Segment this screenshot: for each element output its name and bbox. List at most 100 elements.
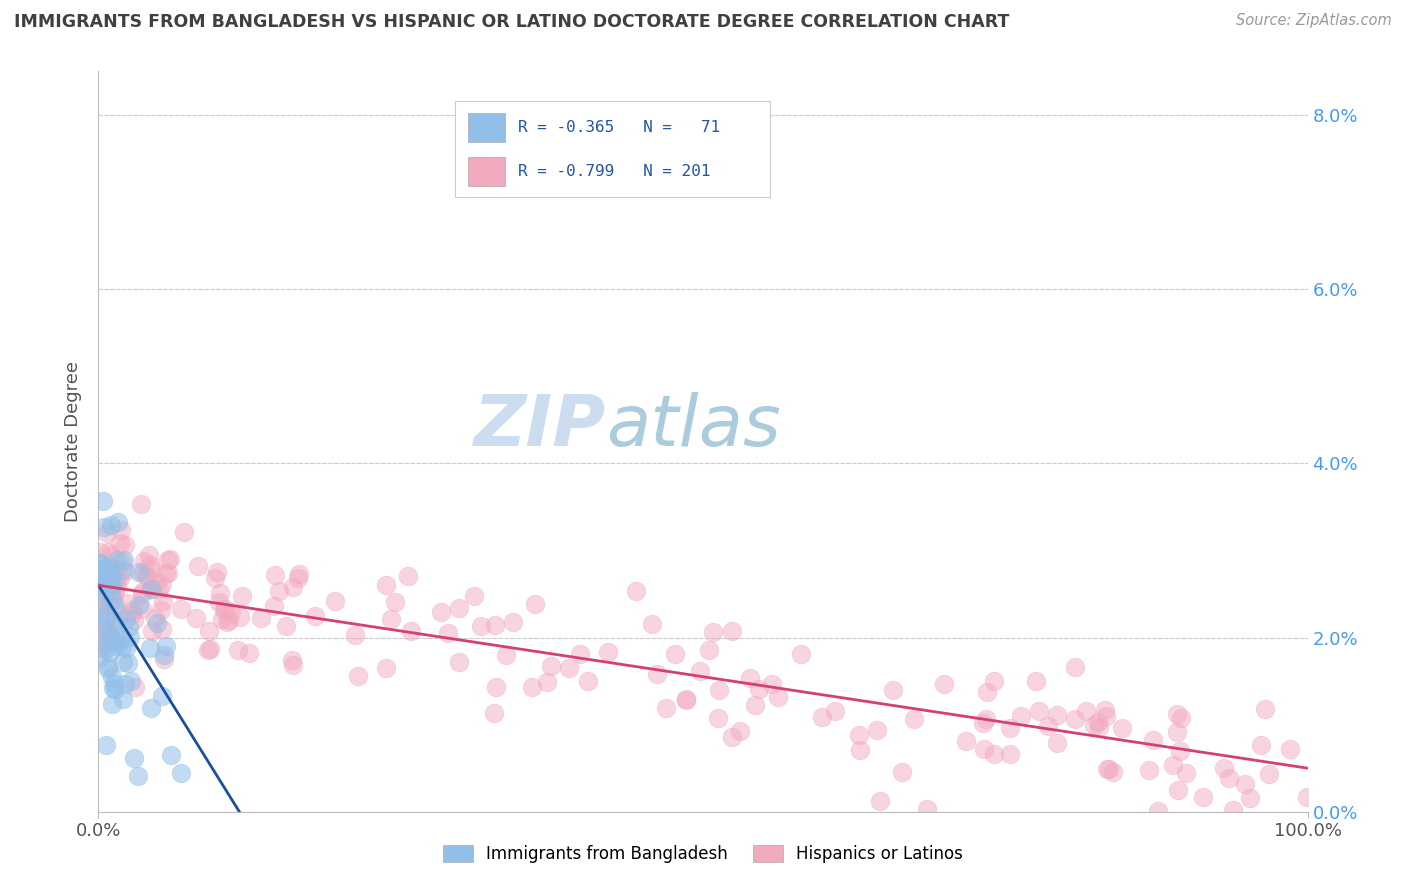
Point — [120, 674, 142, 689]
Point — [1111, 722, 1133, 736]
Point — [214, 602, 236, 616]
Y-axis label: Doctorate Degree: Doctorate Degree — [65, 361, 83, 522]
Point — [485, 680, 508, 694]
Point — [211, 612, 233, 626]
Point — [145, 574, 167, 589]
Point — [212, 603, 235, 617]
Point — [1147, 804, 1170, 818]
Point — [204, 571, 226, 585]
Point — [128, 598, 150, 612]
Point — [1234, 777, 1257, 791]
Point — [675, 692, 697, 706]
Point — [101, 681, 124, 695]
Point — [1094, 709, 1116, 723]
Point — [955, 734, 977, 748]
Point — [1036, 718, 1059, 732]
Point — [98, 645, 121, 659]
Point — [104, 586, 127, 600]
Text: atlas: atlas — [606, 392, 780, 461]
Point — [129, 497, 152, 511]
Point — [891, 765, 914, 780]
Point — [1166, 707, 1188, 722]
Point — [848, 743, 870, 757]
Point — [1254, 701, 1277, 715]
Point — [91, 583, 114, 598]
Point — [155, 566, 177, 580]
Point — [101, 670, 124, 684]
Point — [218, 613, 240, 627]
Point — [882, 683, 904, 698]
Point — [108, 536, 131, 550]
Point — [1192, 790, 1215, 805]
Point — [93, 585, 115, 599]
Point — [1239, 791, 1261, 805]
Point — [131, 587, 153, 601]
Point — [155, 640, 177, 654]
Point — [998, 747, 1021, 761]
Point — [1087, 720, 1109, 734]
Point — [156, 566, 179, 580]
Point — [150, 623, 173, 637]
Point — [105, 553, 128, 567]
Point — [1137, 763, 1160, 777]
Point — [108, 571, 131, 585]
Point — [707, 711, 730, 725]
Point — [111, 555, 134, 569]
Point — [375, 578, 398, 592]
Point — [1083, 718, 1105, 732]
Point — [121, 607, 143, 621]
Point — [96, 607, 118, 622]
Point — [89, 640, 111, 655]
Point — [136, 570, 159, 584]
Point — [98, 599, 121, 613]
Point — [983, 747, 1005, 761]
Point — [1166, 724, 1188, 739]
Point — [173, 524, 195, 539]
Point — [281, 658, 304, 673]
Point — [1046, 736, 1069, 750]
Point — [502, 615, 524, 629]
Point — [495, 648, 517, 662]
Point — [728, 724, 751, 739]
Point — [1010, 709, 1032, 723]
Point — [288, 567, 311, 582]
Point — [866, 723, 889, 738]
Point — [111, 639, 134, 653]
Point — [231, 589, 253, 603]
Point — [198, 624, 221, 638]
Point — [94, 641, 117, 656]
Point — [112, 691, 135, 706]
Point — [104, 618, 127, 632]
Point — [972, 715, 994, 730]
Point — [347, 669, 370, 683]
Point — [655, 700, 678, 714]
Point — [122, 613, 145, 627]
Point — [1250, 738, 1272, 752]
Point — [540, 659, 562, 673]
Point — [145, 616, 167, 631]
Point — [89, 649, 111, 664]
Point — [97, 625, 120, 640]
Point — [748, 681, 770, 696]
Point — [761, 677, 783, 691]
Point — [110, 523, 132, 537]
Point — [94, 629, 117, 643]
Point — [626, 583, 648, 598]
Point — [100, 592, 122, 607]
Point — [89, 557, 111, 571]
Point — [200, 642, 222, 657]
Point — [766, 690, 789, 704]
Point — [93, 582, 115, 597]
Point — [973, 742, 995, 756]
Legend: Immigrants from Bangladesh, Hispanics or Latinos: Immigrants from Bangladesh, Hispanics or… — [436, 838, 970, 870]
Point — [103, 639, 125, 653]
Point — [115, 612, 138, 626]
Point — [263, 599, 285, 613]
Point — [103, 574, 125, 589]
Point — [184, 610, 207, 624]
Point — [97, 607, 120, 622]
Point — [207, 595, 229, 609]
Point — [107, 516, 129, 530]
Point — [148, 582, 170, 597]
Point — [323, 594, 346, 608]
